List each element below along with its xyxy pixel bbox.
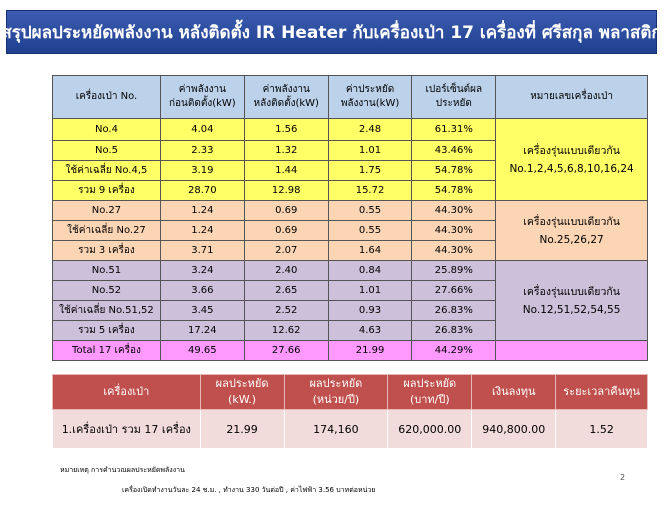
cell-saving: 4.63: [327, 320, 413, 341]
summary-saving-baht: 620,000.00: [387, 409, 473, 449]
table-row: ใช้ค่าเฉลี่ย No.4,5 3.19 1.44 1.75 54.78…: [52, 160, 648, 181]
header-energy-before: ค่าพลังงาน ก่อนติดตั้ง(kW): [159, 75, 245, 119]
cell-after: 2.52: [243, 300, 329, 321]
summary-header-row: เครื่องเป่า ผลประหยัด (kW.) ผลประหยัด (หน่…: [52, 374, 648, 410]
cell-before: 2.33: [159, 140, 245, 161]
cell-percent: 44.30%: [411, 220, 497, 241]
cell-after: 12.98: [243, 180, 329, 201]
cell-before: 1.24: [159, 200, 245, 221]
header-investment: เงินลงทุน: [471, 374, 557, 410]
cell-percent: 61.31%: [411, 118, 497, 141]
cell-saving: 1.75: [327, 160, 413, 181]
cell-percent: 54.78%: [411, 180, 497, 201]
cell-after: 2.40: [243, 260, 329, 281]
table-row: No.4 4.04 1.56 2.48 61.31% เครื่องรุ่นแบ…: [52, 118, 648, 201]
summary-row: 1.เครื่องเป่า รวม 17 เครื่อง 21.99 174,1…: [52, 409, 648, 449]
cell-after: 2.07: [243, 240, 329, 261]
cell-saving: 2.48: [327, 118, 413, 141]
cell-after: 0.69: [243, 220, 329, 241]
energy-savings-table: เครื่องเป่า No. ค่าพลังงาน ก่อนติดตั้ง(kW…: [52, 75, 648, 361]
cell-before: 49.65: [159, 340, 245, 361]
cell-before: 4.04: [159, 118, 245, 141]
header-machine: เครื่องเป่า: [52, 374, 201, 410]
cell-after: 12.62: [243, 320, 329, 341]
total-note-empty: [495, 340, 648, 361]
table-row: No.51 3.24 2.40 0.84 25.89% เครื่องรุ่นแ…: [52, 260, 648, 341]
cell-saving: 1.01: [327, 280, 413, 301]
cell-after: 2.65: [243, 280, 329, 301]
cell-saving: 1.01: [327, 140, 413, 161]
summary-payback: 1.52: [555, 409, 648, 449]
summary-saving-kw: 21.99: [199, 409, 285, 449]
cell-after: 1.32: [243, 140, 329, 161]
group-note-3: เครื่องรุ่นแบบเดียวกัน No.12,51,52,54,55: [495, 260, 648, 341]
cell-after: 27.66: [243, 340, 329, 361]
cell-saving: 0.93: [327, 300, 413, 321]
row-label: No.4: [52, 118, 161, 141]
row-label: No.5: [52, 140, 161, 161]
footnote-detail: เครื่องเปิดทำงานวันละ 24 ช.ม. , ทำงาน 33…: [122, 486, 376, 494]
row-label: รวม 5 เครื่อง: [52, 320, 161, 341]
page-number: 2: [620, 473, 626, 482]
summary-saving-units: 174,160: [283, 409, 389, 449]
summary-investment: 940,800.00: [471, 409, 557, 449]
cell-percent: 44.29%: [411, 340, 497, 361]
row-label: ใช้ค่าเฉลี่ย No.51,52: [52, 300, 161, 321]
cell-before: 28.70: [159, 180, 245, 201]
total-row: Total 17 เครื่อง 49.65 27.66 21.99 44.29…: [52, 340, 648, 361]
cell-after: 1.44: [243, 160, 329, 181]
cell-before: 3.45: [159, 300, 245, 321]
cell-percent: 27.66%: [411, 280, 497, 301]
row-label: รวม 9 เครื่อง: [52, 180, 161, 201]
header-energy-after: ค่าพลังงาน หลังติดตั้ง(kW): [243, 75, 329, 119]
header-payback: ระยะเวลาคืนทุน: [555, 374, 648, 410]
slide-title: สรุปผลประหยัดพลังงาน หลังติดตั้ง IR Heat…: [1, 10, 662, 54]
cell-percent: 25.89%: [411, 260, 497, 281]
row-label: Total 17 เครื่อง: [52, 340, 161, 361]
header-energy-saving: ค่าประหยัด พลังงาน(kW): [327, 75, 413, 119]
header-saving-percent: เปอร์เซ็นต์ผล ประหยัด: [411, 75, 497, 119]
header-saving-kw: ผลประหยัด (kW.): [199, 374, 285, 410]
row-label: No.27: [52, 200, 161, 221]
row-label: No.51: [52, 260, 161, 281]
cell-saving: 15.72: [327, 180, 413, 201]
cell-before: 3.24: [159, 260, 245, 281]
group-note-2: เครื่องรุ่นแบบเดียวกัน No.25,26,27: [495, 200, 648, 261]
cell-percent: 44.30%: [411, 200, 497, 221]
table-row: No.27 1.24 0.69 0.55 44.30% เครื่องรุ่นแ…: [52, 200, 648, 261]
cell-percent: 44.30%: [411, 240, 497, 261]
row-label: ใช้ค่าเฉลี่ย No.27: [52, 220, 161, 241]
row-label: ใช้ค่าเฉลี่ย No.4,5: [52, 160, 161, 181]
table-header-row: เครื่องเป่า No. ค่าพลังงาน ก่อนติดตั้ง(kW…: [52, 75, 648, 119]
cell-percent: 54.78%: [411, 160, 497, 181]
cell-saving: 0.55: [327, 200, 413, 221]
cell-percent: 43.46%: [411, 140, 497, 161]
cell-saving: 0.84: [327, 260, 413, 281]
cell-saving: 0.55: [327, 220, 413, 241]
cell-before: 1.24: [159, 220, 245, 241]
header-machine-no: เครื่องเป่า No.: [52, 75, 161, 119]
header-machine-ids: หมายเลขเครื่องเป่า: [495, 75, 648, 119]
cell-percent: 26.83%: [411, 320, 497, 341]
cell-percent: 26.83%: [411, 300, 497, 321]
header-saving-units: ผลประหยัด (หน่วย/ปี): [283, 374, 389, 410]
footnote-title: หมายเหตุ การคำนวณผลประหยัดพลังงาน: [60, 466, 185, 474]
investment-summary-table: เครื่องเป่า ผลประหยัด (kW.) ผลประหยัด (หน่…: [52, 374, 648, 449]
cell-saving: 1.64: [327, 240, 413, 261]
cell-before: 3.66: [159, 280, 245, 301]
cell-saving: 21.99: [327, 340, 413, 361]
group-note-1: เครื่องรุ่นแบบเดียวกัน No.1,2,4,5,6,8,10,…: [495, 118, 648, 201]
cell-after: 0.69: [243, 200, 329, 221]
header-saving-baht: ผลประหยัด (บาท/ปี): [387, 374, 473, 410]
row-label: รวม 3 เครื่อง: [52, 240, 161, 261]
row-label: No.52: [52, 280, 161, 301]
cell-before: 3.71: [159, 240, 245, 261]
cell-after: 1.56: [243, 118, 329, 141]
cell-before: 3.19: [159, 160, 245, 181]
cell-before: 17.24: [159, 320, 245, 341]
summary-machine: 1.เครื่องเป่า รวม 17 เครื่อง: [52, 409, 201, 449]
